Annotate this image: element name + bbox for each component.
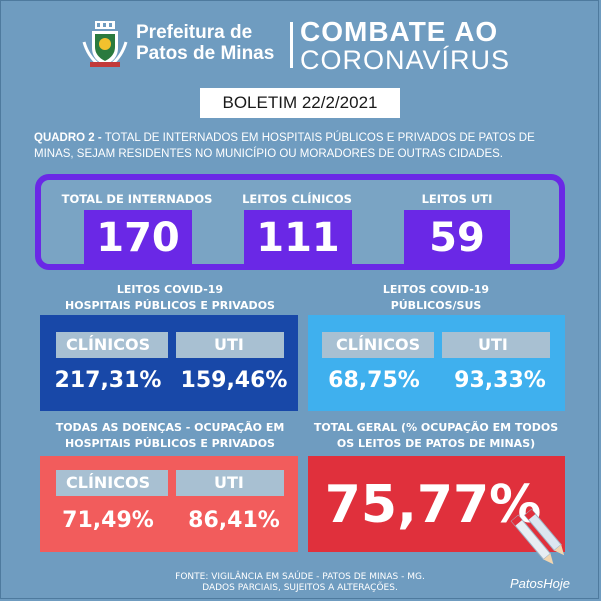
all-diseases-heading-2: HOSPITAIS PÚBLICOS E PRIVADOS [65, 437, 275, 450]
leitos-clinicos-value: 111 [244, 210, 352, 264]
all-diseases-clinicos-value: 71,49% [62, 508, 154, 533]
total-geral-heading-2: OS LEITOS DE PATOS DE MINAS) [336, 437, 536, 450]
all-diseases-header-gap [168, 470, 176, 496]
all-diseases-heading: TODAS AS DOENÇAS - OCUPAÇÃO EM HOSPITAIS… [40, 420, 300, 452]
covid-sus-heading: LEITOS COVID-19 PÚBLICOS/SUS [306, 282, 566, 314]
all-diseases-col-uti: UTI [214, 473, 244, 492]
footer: FONTE: VIGILÂNCIA EM SAÚDE - PATOS DE MI… [100, 572, 500, 594]
quadro-text: TOTAL DE INTERNADOS EM HOSPITAIS PÚBLICO… [34, 132, 535, 160]
brand-line-2: Patos de Minas [136, 43, 275, 64]
covid-sus-header-gap [434, 332, 442, 358]
footer-line-2: DADOS PARCIAIS, SUJEITOS A ALTERAÇÕES. [202, 583, 398, 593]
covid-all-header-gap [168, 332, 176, 358]
coat-of-arms-icon [82, 21, 128, 67]
campaign-title: COMBATE AO [300, 16, 499, 47]
covid-all-heading-2: HOSPITAIS PÚBLICOS E PRIVADOS [65, 299, 275, 312]
watermark: PatosHoje [510, 576, 570, 591]
covid-sus-panel [308, 315, 565, 411]
footer-line-1: FONTE: VIGILÂNCIA EM SAÚDE - PATOS DE MI… [175, 572, 425, 582]
leitos-uti-label: LEITOS UTI [421, 192, 493, 206]
pencils-icon [510, 508, 565, 565]
covid-all-col-uti: UTI [214, 335, 244, 354]
boletim-date: BOLETIM 22/2/2021 [200, 88, 400, 118]
covid-all-gap [168, 358, 176, 411]
header-divider [290, 22, 293, 68]
all-diseases-col-clinicos: CLÍNICOS [66, 473, 151, 492]
covid-all-col-clinicos: CLÍNICOS [66, 335, 151, 354]
covid-sus-col-uti: UTI [478, 335, 508, 354]
total-geral-value: 75,77% [324, 475, 542, 535]
covid-all-clinicos-value: 217,31% [54, 368, 162, 393]
total-geral-heading: TOTAL GERAL (% OCUPAÇÃO EM TODOS OS LEIT… [306, 420, 566, 452]
total-internados-value: 170 [84, 210, 192, 264]
leitos-clinicos-label: LEITOS CLÍNICOS [242, 192, 352, 206]
total-geral-panel [308, 456, 565, 552]
total-internados-label: TOTAL DE INTERNADOS [61, 192, 213, 206]
brand-line-1: Prefeitura de [136, 22, 253, 43]
covid-sus-heading-2: PÚBLICOS/SUS [390, 299, 482, 312]
brand-name: Prefeitura de Patos de Minas [136, 22, 286, 64]
covid-sus-clinicos-value: 68,75% [328, 368, 420, 393]
quadro-description: QUADRO 2 - TOTAL DE INTERNADOS EM HOSPIT… [34, 130, 569, 162]
covid-all-uti-value: 159,46% [180, 368, 288, 393]
total-geral-heading-1: TOTAL GERAL (% OCUPAÇÃO EM TODOS [313, 421, 559, 434]
leitos-uti-value: 59 [404, 210, 510, 264]
covid-sus-col-clinicos: CLÍNICOS [336, 335, 421, 354]
quadro-prefix: QUADRO 2 - [34, 132, 102, 144]
covid-all-heading: LEITOS COVID-19 HOSPITAIS PÚBLICOS E PRI… [40, 282, 300, 314]
covid-sus-heading-1: LEITOS COVID-19 [382, 283, 490, 296]
covid-sus-uti-value: 93,33% [454, 368, 546, 393]
all-diseases-uti-value: 86,41% [188, 508, 280, 533]
campaign-subtitle: CORONAVÍRUS [300, 45, 511, 75]
covid-all-heading-1: LEITOS COVID-19 [116, 283, 224, 296]
all-diseases-heading-1: TODAS AS DOENÇAS - OCUPAÇÃO EM [55, 421, 285, 434]
